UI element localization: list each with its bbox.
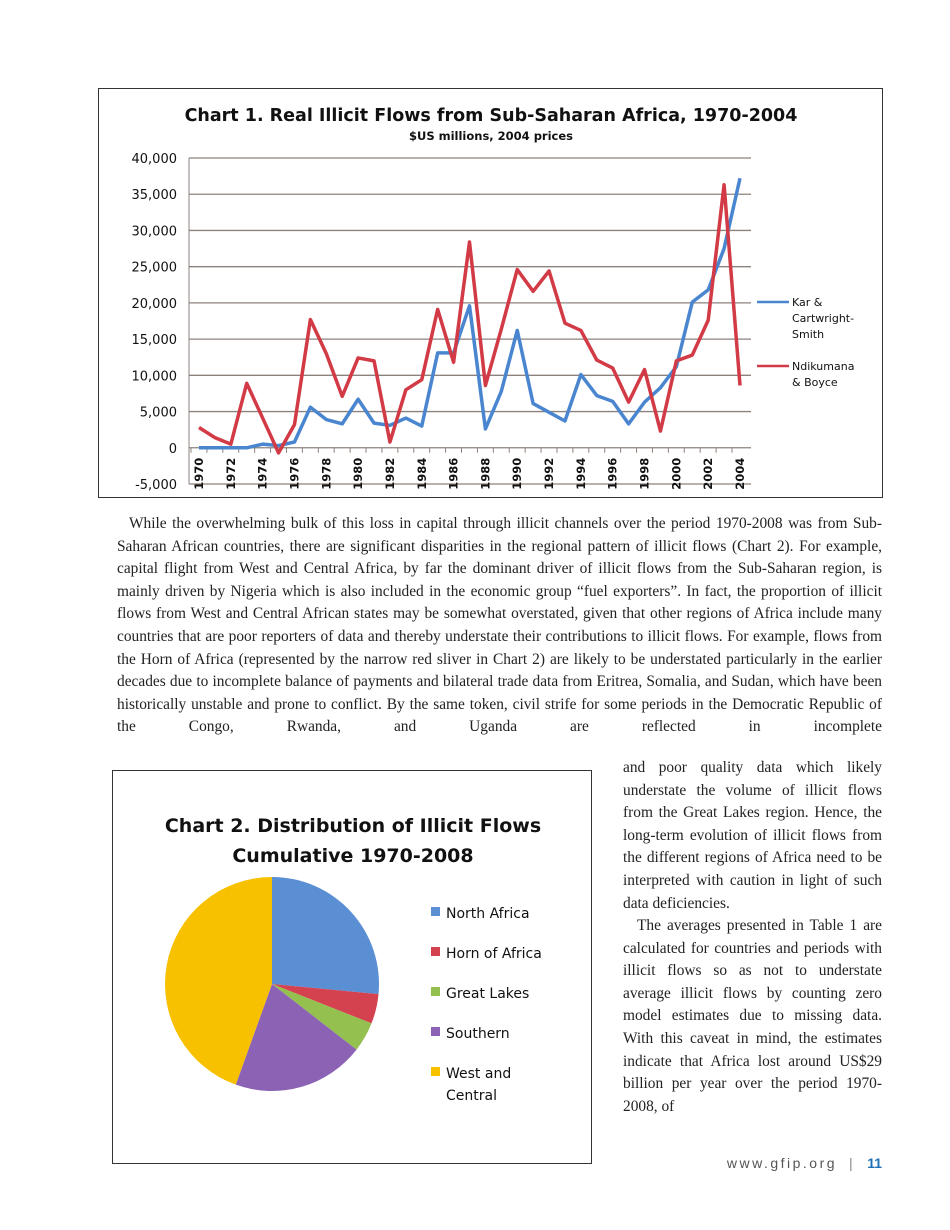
pie-slice-southern [235, 984, 357, 1091]
x-tick-label: 1992 [542, 458, 556, 490]
pie-slice-great-lakes [272, 984, 372, 1050]
y-tick-label: 40,000 [132, 152, 178, 167]
y-tick-label: 10,000 [132, 369, 178, 384]
legend-label: Ndikumana & Boyce [792, 360, 854, 389]
x-tick-label: 1982 [383, 458, 397, 490]
series-line-kar-cartwright-smith [199, 177, 742, 450]
legend-swatch [431, 1067, 440, 1076]
x-tick-label: 1988 [478, 458, 492, 490]
legend-label: Southern [446, 1026, 510, 1042]
chart-2-pie-chart: Chart 2. Distribution of Illicit Flows Cu… [112, 770, 592, 1164]
y-tick-label: 5,000 [140, 406, 177, 421]
x-tick-label: 1998 [638, 458, 652, 490]
x-tick-label: 1970 [192, 458, 206, 490]
x-tick-label: 1994 [574, 458, 588, 490]
y-tick-label: 15,000 [132, 333, 178, 348]
y-tick-label: -5,000 [135, 478, 177, 493]
pie-slice-west-and-central [165, 877, 272, 1085]
y-tick-label: 20,000 [132, 297, 178, 312]
y-tick-label: 35,000 [132, 188, 178, 203]
legend-swatch [431, 987, 440, 996]
body-paragraph-1: While the overwhelming bulk of this loss… [117, 515, 882, 736]
chart-2-subtitle: Cumulative 1970-2008 [232, 845, 473, 867]
legend-label: Horn of Africa [446, 946, 542, 962]
body-paragraph-2: The averages presented in Table 1 are ca… [623, 917, 882, 1115]
pie-slice-north-africa [272, 877, 379, 995]
y-tick-label: 25,000 [132, 261, 178, 276]
y-tick-label: 0 [169, 442, 177, 457]
x-tick-label: 2002 [701, 458, 715, 490]
page-number: 11 [867, 1155, 882, 1171]
x-tick-label: 1978 [319, 458, 333, 490]
x-tick-label: 1990 [510, 458, 524, 490]
legend-label: North Africa [446, 906, 530, 922]
x-tick-label: 1980 [351, 458, 365, 490]
chart-1-subtitle: $US millions, 2004 prices [409, 129, 573, 143]
chart-1-title: Chart 1. Real Illicit Flows from Sub-Sah… [185, 106, 798, 126]
x-tick-label: 1972 [224, 458, 238, 490]
chart-2-title: Chart 2. Distribution of Illicit Flows [165, 815, 541, 837]
body-paragraph-1-continued: and poor quality data which likely under… [623, 759, 882, 912]
chart-1-svg: Chart 1. Real Illicit Flows from Sub-Sah… [132, 106, 855, 493]
chart-1-line-chart: Chart 1. Real Illicit Flows from Sub-Sah… [98, 88, 883, 498]
legend-swatch [431, 947, 440, 956]
y-tick-label: 30,000 [132, 224, 178, 239]
x-tick-label: 1984 [415, 458, 429, 490]
x-tick-label: 1974 [256, 458, 270, 490]
legend-label: Great Lakes [446, 986, 529, 1002]
x-tick-label: 2004 [733, 458, 747, 490]
legend-label: Kar & Cartwright-Smith [792, 296, 854, 341]
pie-slice-horn-of-africa [272, 984, 379, 1024]
x-tick-label: 1996 [606, 458, 620, 490]
footer-separator: | [849, 1155, 856, 1171]
x-tick-label: 1976 [287, 458, 301, 490]
legend-swatch [431, 907, 440, 916]
x-tick-label: 2000 [669, 458, 683, 490]
legend-swatch [431, 1027, 440, 1036]
legend-label: West and Central [446, 1066, 511, 1104]
footer-url[interactable]: www.gfip.org [726, 1155, 838, 1171]
page-footer: www.gfip.org | 11 [727, 1155, 882, 1171]
x-tick-label: 1986 [447, 458, 461, 490]
chart-2-svg: Chart 2. Distribution of Illicit Flows Cu… [165, 815, 542, 1104]
